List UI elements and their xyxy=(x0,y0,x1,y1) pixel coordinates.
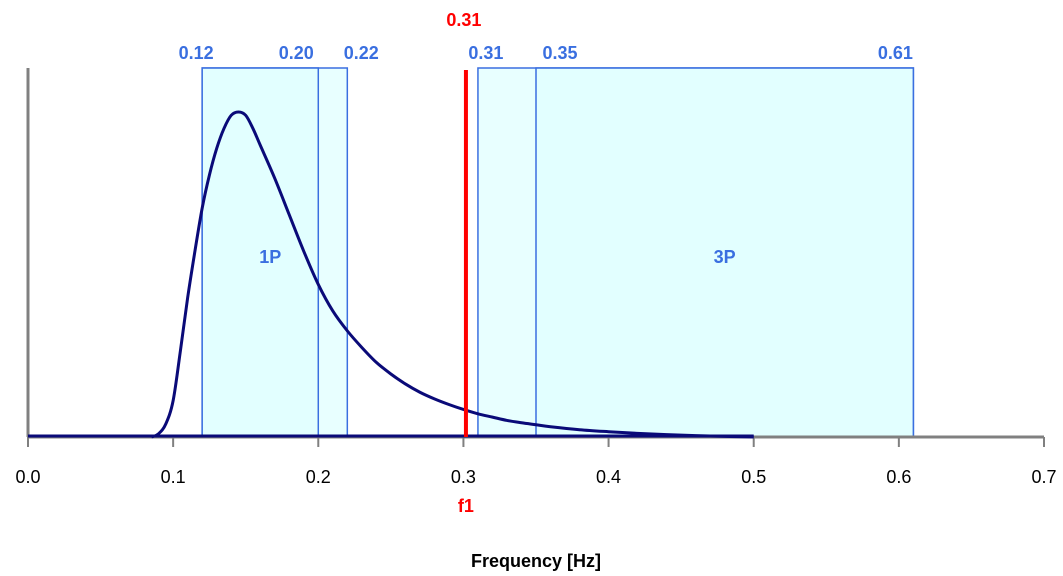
band-1p-outer-end-label: 0.22 xyxy=(344,43,379,63)
band-1p-label: 1P xyxy=(259,247,281,267)
x-tick-label: 0.6 xyxy=(886,467,911,487)
band-1p-inner-end-label: 0.20 xyxy=(279,43,314,63)
band-3p-outer-start-label: 0.31 xyxy=(468,43,503,63)
x-tick-label: 0.3 xyxy=(451,467,476,487)
x-tick-label: 0.4 xyxy=(596,467,621,487)
x-ticks: 0.0 0.1 0.2 0.3 0.4 0.5 0.6 0.7 xyxy=(15,437,1057,487)
band-3p-label: 3P xyxy=(714,247,736,267)
x-tick-label: 0.2 xyxy=(306,467,331,487)
band-1p-inner-region xyxy=(201,67,320,438)
band-3p-inner-region xyxy=(535,67,915,438)
x-tick-label: 0.5 xyxy=(741,467,766,487)
x-tick-label: 0.0 xyxy=(15,467,40,487)
band-3p-start-label: 0.35 xyxy=(542,43,577,63)
x-axis-title: Frequency [Hz] xyxy=(471,551,601,571)
band-labels: 1P 3P xyxy=(259,247,735,267)
top-value-labels: 0.12 0.20 0.22 0.31 0.35 0.61 0.31 xyxy=(179,10,913,63)
spectrum-curve xyxy=(150,110,754,439)
band-3p-end-label: 0.61 xyxy=(878,43,913,63)
f1-value-label: 0.31 xyxy=(446,10,481,30)
bands-layer xyxy=(201,67,915,438)
band-1p-start-label: 0.12 xyxy=(179,43,214,63)
f1-label: f1 xyxy=(458,496,474,516)
x-tick-label: 0.1 xyxy=(161,467,186,487)
x-tick-label: 0.7 xyxy=(1031,467,1056,487)
